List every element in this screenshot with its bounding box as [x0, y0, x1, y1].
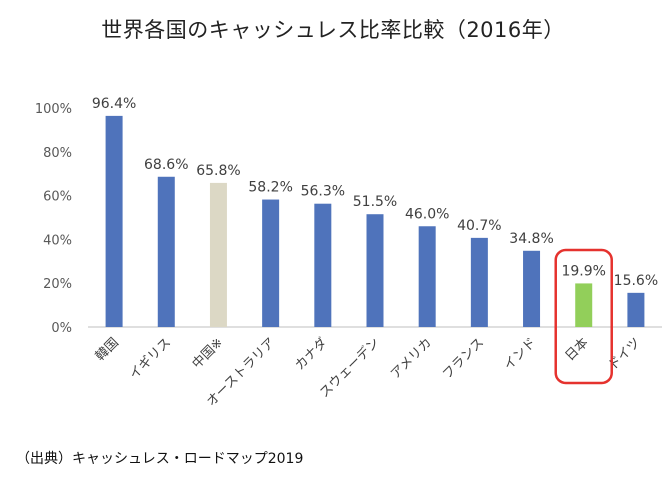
y-tick-label: 100% [35, 102, 72, 117]
y-tick-label: 0% [51, 321, 72, 336]
bar [209, 182, 227, 327]
y-tick-label: 20% [43, 277, 72, 292]
japan-highlight-box [554, 248, 613, 385]
chart-title: 世界各国のキャッシュレス比率比較（2016年） [101, 18, 565, 42]
bar [470, 237, 488, 327]
y-tick-label: 40% [43, 233, 72, 248]
data-label: 34.8% [509, 231, 553, 247]
y-tick-label: 60% [43, 190, 72, 205]
y-tick-label: 80% [43, 146, 72, 161]
bars [105, 115, 645, 327]
bar [627, 292, 645, 327]
bar [314, 203, 332, 327]
data-label: 40.7% [457, 218, 501, 234]
x-tick-label: 中国※ [190, 335, 227, 372]
data-label: 58.2% [248, 180, 292, 196]
x-tick-label: 韓国 [93, 335, 122, 364]
data-label: 56.3% [301, 184, 345, 200]
y-axis-labels: 0% 20% 40% 60% 80% 100% [35, 102, 72, 336]
data-label: 46.0% [405, 206, 449, 222]
data-label: 96.4% [92, 96, 136, 112]
bar [575, 283, 593, 327]
bar [366, 214, 384, 327]
x-tick-label: 日本 [563, 335, 592, 364]
data-label: 15.6% [614, 273, 658, 289]
source-note: （出典）キャッシュレス・ロードマップ2019 [16, 451, 304, 467]
data-label: 68.6% [144, 157, 188, 173]
bar [105, 115, 123, 327]
bar [262, 199, 280, 327]
data-label: 19.9% [561, 263, 605, 279]
x-tick-label: カナダ [292, 335, 330, 373]
value-labels: 96.4% 68.6% 65.8% 58.2% 56.3% 51.5% 46.0% 40.7%… [92, 96, 658, 289]
x-tick-label: イギリス [127, 335, 174, 382]
bar [157, 176, 175, 327]
bar [523, 250, 541, 327]
x-tick-label: インド [501, 335, 539, 373]
x-tick-label: アメリカ [388, 335, 435, 382]
bar [418, 226, 436, 327]
data-label: 65.8% [196, 163, 240, 179]
x-tick-label: フランス [440, 335, 487, 382]
data-label: 51.5% [353, 194, 397, 210]
